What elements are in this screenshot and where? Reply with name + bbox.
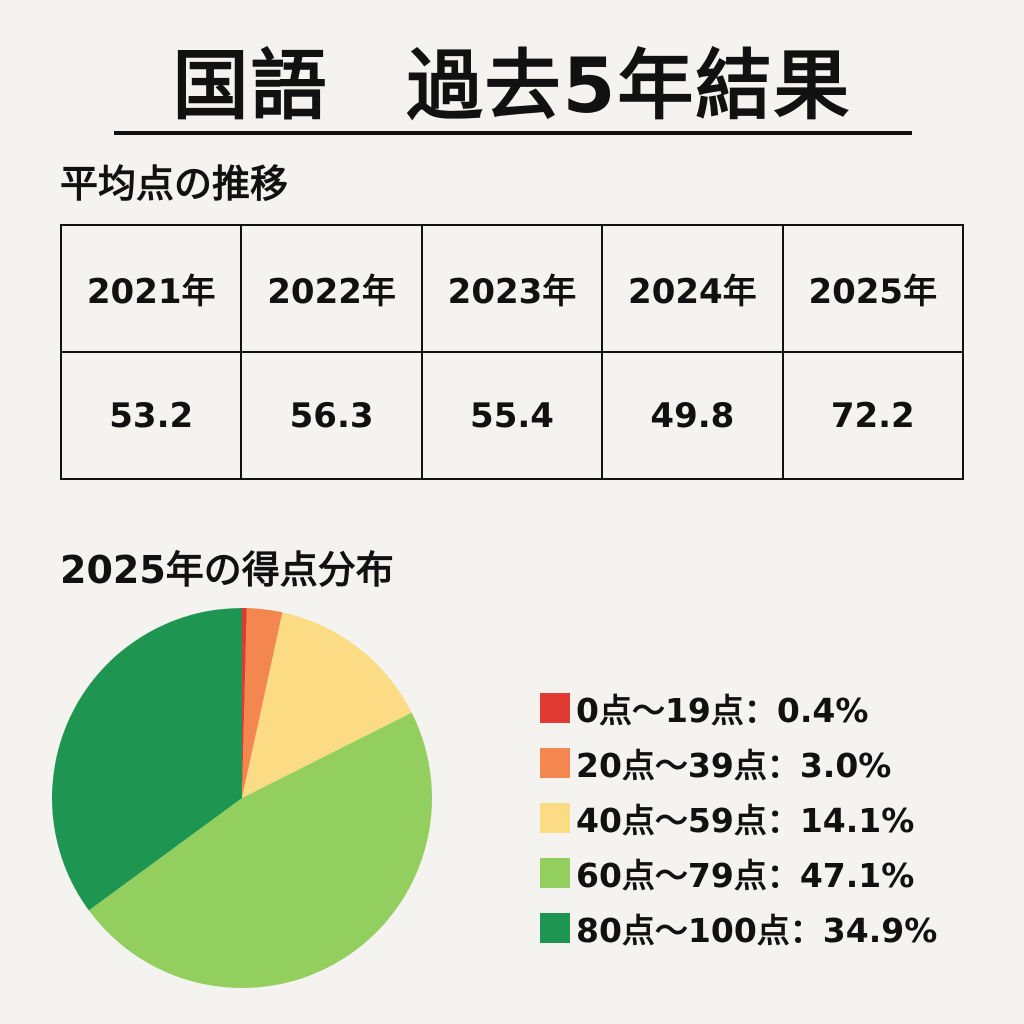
pie-slice-2 — [242, 612, 412, 798]
legend-label: 0点〜19点：0.4% — [576, 690, 869, 730]
table-cell: 49.8 — [601, 351, 784, 480]
distribution-section-title: 2025年の得点分布 — [60, 548, 394, 592]
table-cell: 53.2 — [59, 351, 243, 480]
table-header-cell: 2024年 — [601, 224, 784, 353]
table-header-row: 2021年 2022年 2023年 2024年 2025年 — [59, 224, 965, 353]
title-underline — [114, 131, 912, 135]
average-section-title: 平均点の推移 — [60, 162, 289, 206]
table-header-cell: 2025年 — [781, 224, 965, 353]
pie-slice-0 — [242, 608, 247, 798]
legend-item: 80点〜100点：34.9% — [540, 900, 937, 955]
legend-item: 0点〜19点：0.4% — [540, 680, 937, 735]
pie-slice-1 — [242, 608, 283, 798]
score-distribution-pie — [51, 608, 432, 988]
legend-label: 60点〜79点：47.1% — [576, 855, 915, 895]
pie-slice-3 — [88, 712, 432, 988]
legend-swatch — [540, 692, 570, 723]
legend-item: 40点〜59点：14.1% — [540, 790, 937, 845]
table-cell: 56.3 — [240, 351, 423, 480]
legend-swatch — [540, 857, 570, 888]
legend-item: 60点〜79点：47.1% — [540, 845, 937, 900]
legend-label: 20点〜39点：3.0% — [576, 745, 892, 785]
pie-legend: 0点〜19点：0.4% 20点〜39点：3.0% 40点〜59点：14.1% 6… — [540, 680, 937, 955]
legend-label: 80点〜100点：34.9% — [576, 910, 938, 950]
table-cell: 55.4 — [420, 351, 604, 480]
legend-swatch — [540, 747, 570, 778]
average-score-table: 2021年 2022年 2023年 2024年 2025年 53.2 56.3 … — [59, 224, 965, 480]
pie-slice-4 — [51, 608, 242, 911]
table-header-cell: 2021年 — [59, 224, 243, 353]
table-cell: 72.2 — [781, 351, 965, 480]
legend-swatch — [540, 912, 570, 943]
page-title: 国語 過去5年結果 — [172, 41, 852, 130]
table-header-cell: 2022年 — [240, 224, 423, 353]
table-row: 53.2 56.3 55.4 49.8 72.2 — [59, 351, 965, 480]
legend-label: 40点〜59点：14.1% — [576, 800, 915, 840]
legend-swatch — [540, 802, 570, 833]
legend-item: 20点〜39点：3.0% — [540, 735, 937, 790]
table-header-cell: 2023年 — [420, 224, 604, 353]
